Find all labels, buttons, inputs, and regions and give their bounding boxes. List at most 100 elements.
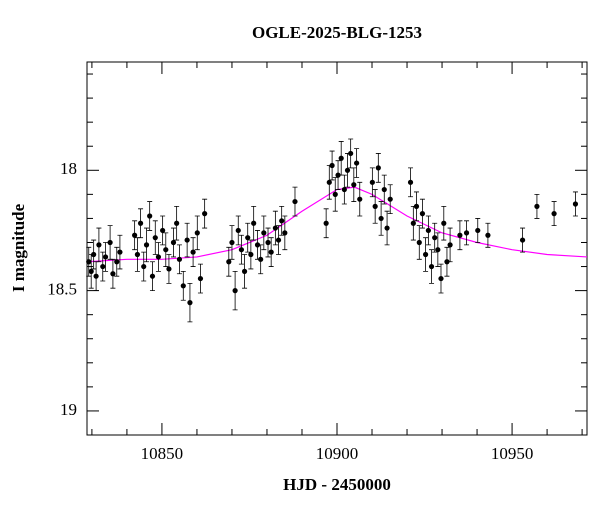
data-point	[261, 230, 267, 236]
data-point	[235, 227, 241, 234]
data-point	[369, 179, 375, 185]
data-point	[272, 225, 278, 231]
data-point	[147, 213, 153, 219]
data-point	[338, 155, 344, 161]
y-tick-label: 19	[60, 400, 77, 419]
data-point	[107, 239, 113, 246]
data-point	[149, 273, 156, 279]
data-point	[378, 215, 384, 222]
data-point	[187, 300, 193, 306]
data-point	[96, 242, 102, 248]
data-point	[180, 283, 186, 289]
data-point	[387, 196, 393, 202]
data-point	[457, 232, 463, 238]
data-point	[344, 167, 351, 173]
data-point	[194, 230, 200, 236]
data-point	[176, 256, 183, 262]
data-point	[88, 268, 94, 274]
data-point	[132, 232, 138, 238]
data-point	[137, 220, 144, 226]
data-point	[463, 230, 470, 236]
data-point	[407, 179, 414, 185]
data-point	[351, 182, 357, 188]
x-tick-label: 10950	[491, 444, 534, 463]
data-point	[348, 150, 354, 157]
data-point	[166, 266, 172, 272]
data-point	[384, 225, 390, 231]
data-point	[425, 227, 431, 234]
y-tick-label: 18	[60, 159, 77, 178]
data-point	[551, 211, 557, 217]
data-point	[326, 179, 332, 185]
data-point	[438, 275, 444, 282]
data-point	[332, 191, 338, 197]
data-point	[265, 239, 271, 246]
data-point	[419, 211, 426, 217]
data-point	[202, 211, 208, 217]
data-point	[441, 220, 447, 226]
data-point	[292, 198, 298, 205]
data-point	[416, 239, 422, 246]
data-point	[475, 227, 481, 234]
data-point	[519, 237, 526, 243]
data-point	[248, 251, 254, 258]
data-point	[375, 165, 381, 171]
data-point	[141, 263, 147, 270]
data-point	[447, 242, 453, 248]
data-point	[485, 232, 491, 238]
data-point	[190, 249, 196, 255]
data-point	[354, 160, 360, 166]
data-point	[245, 235, 251, 241]
data-point	[241, 268, 248, 274]
data-point	[134, 251, 141, 258]
data-point	[279, 218, 285, 224]
data-point	[435, 247, 441, 253]
data-point	[323, 220, 329, 226]
data-point	[268, 249, 274, 255]
x-tick-label: 10900	[316, 444, 359, 463]
data-point	[170, 239, 177, 246]
data-point	[114, 259, 120, 265]
data-point	[117, 249, 123, 255]
data-point	[100, 263, 106, 270]
data-point	[143, 242, 150, 248]
data-point	[152, 235, 158, 241]
data-point	[93, 273, 99, 279]
x-axis-label: HJD - 2450000	[283, 475, 391, 494]
data-point	[282, 230, 288, 236]
data-point	[232, 288, 238, 294]
data-point	[184, 237, 190, 243]
data-point	[102, 254, 109, 260]
data-point	[275, 237, 282, 243]
data-point	[329, 162, 335, 169]
data-point	[432, 235, 438, 241]
data-point	[335, 172, 341, 178]
data-point	[572, 201, 579, 207]
data-point	[381, 186, 387, 193]
data-point	[86, 259, 92, 265]
data-point	[238, 247, 245, 253]
data-point	[163, 247, 169, 253]
x-tick-label: 10850	[141, 444, 184, 463]
data-point	[413, 203, 420, 209]
data-point	[254, 242, 261, 248]
data-point	[251, 220, 257, 226]
data-point	[444, 259, 450, 265]
data-point	[410, 220, 416, 226]
data-point	[422, 251, 429, 258]
data-point	[341, 186, 347, 193]
data-point	[160, 227, 166, 234]
data-point	[155, 254, 162, 260]
data-point	[428, 263, 435, 270]
data-point	[226, 259, 232, 265]
data-point	[110, 271, 116, 277]
data-point	[258, 256, 264, 262]
y-axis-label: I magnitude	[9, 203, 28, 292]
model-curve	[86, 186, 588, 263]
data-point	[372, 203, 378, 209]
data-point	[197, 275, 204, 282]
data-point	[91, 251, 97, 258]
chart-title: OGLE-2025-BLG-1253	[252, 23, 422, 42]
